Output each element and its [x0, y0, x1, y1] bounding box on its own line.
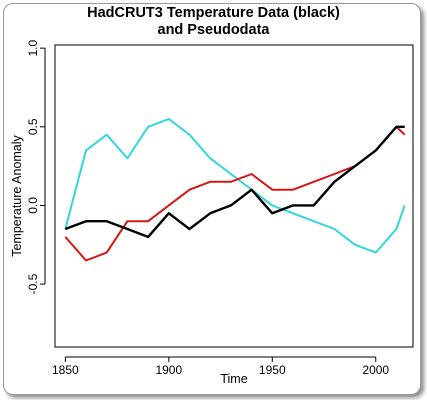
- y-tick-label: 0.0: [26, 197, 40, 214]
- x-axis-title: Time: [220, 372, 247, 386]
- y-tick-label: 1.0: [26, 39, 40, 56]
- series-layer: [64, 117, 406, 262]
- x-tick-label: 1850: [52, 363, 79, 377]
- series-1-line: [64, 117, 406, 254]
- chart-title: HadCRUT3 Temperature Data (black): [87, 5, 340, 21]
- y-tick-label: 0.5: [26, 118, 40, 135]
- plot-area-border: [54, 44, 414, 348]
- y-axis-title: Temperature Anomaly: [10, 134, 24, 256]
- x-tick-label: 1950: [259, 363, 286, 377]
- x-tick-label: 2000: [362, 363, 389, 377]
- y-tick-label: -0.5: [26, 273, 40, 294]
- chart-subtitle: and Pseudodata: [157, 22, 270, 38]
- x-tick-label: 1900: [155, 363, 182, 377]
- axis-layer: 1850 1900 1950 2000 -0.5 0.0 0.5 1.0: [26, 39, 389, 377]
- series-3-line: [64, 125, 405, 239]
